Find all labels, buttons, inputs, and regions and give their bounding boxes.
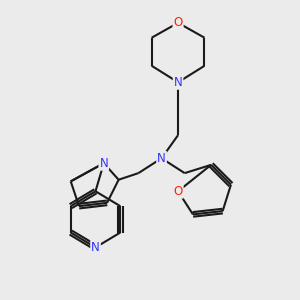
Text: O: O	[173, 185, 183, 198]
Text: N: N	[174, 76, 182, 89]
Text: N: N	[91, 241, 100, 254]
Text: N: N	[157, 152, 166, 165]
Text: N: N	[99, 157, 108, 170]
Text: O: O	[173, 16, 183, 29]
